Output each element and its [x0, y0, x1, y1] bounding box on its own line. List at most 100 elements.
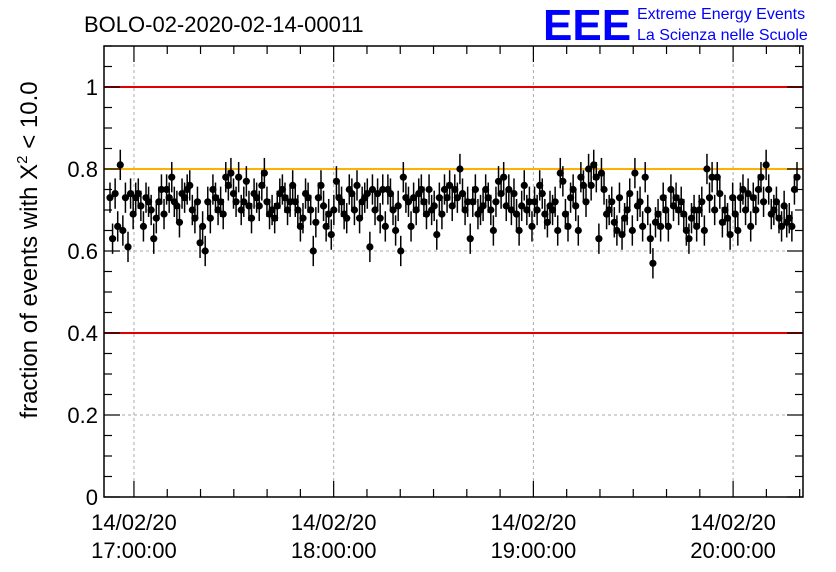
data-point: [639, 222, 647, 230]
data-point: [556, 169, 564, 177]
data-point: [754, 185, 763, 194]
data-point: [165, 194, 173, 202]
data-point: [723, 214, 732, 222]
data-point: [500, 173, 508, 181]
data-point: [314, 194, 323, 202]
data-point: [286, 198, 294, 206]
data-point: [296, 222, 305, 230]
data-point: [631, 169, 639, 177]
data-point: [657, 222, 665, 230]
data-point: [659, 194, 667, 202]
data-point: [597, 169, 606, 177]
data-point: [235, 173, 243, 181]
data-point: [263, 198, 271, 206]
data-point: [716, 190, 724, 198]
data-point: [698, 198, 706, 206]
data-point: [438, 210, 446, 218]
data-point: [554, 226, 562, 235]
data-point: [721, 206, 729, 214]
data-point: [464, 198, 472, 206]
data-point: [368, 185, 377, 194]
data-point: [675, 206, 683, 214]
data-point: [762, 161, 770, 169]
logo-line-1: Extreme Energy Events: [637, 6, 805, 23]
data-point: [417, 185, 425, 194]
x-tick-time-label: 18:00:00: [291, 538, 377, 563]
data-point: [564, 222, 572, 230]
data-point: [536, 181, 544, 189]
data-point: [777, 222, 786, 230]
data-point: [353, 181, 361, 189]
data-point: [510, 190, 518, 198]
data-point: [319, 202, 328, 210]
data-point: [373, 190, 382, 198]
data-point: [451, 185, 459, 194]
data-point: [626, 190, 634, 198]
data-point: [446, 181, 454, 189]
data-point: [386, 190, 395, 198]
data-point: [615, 194, 624, 202]
grid: [104, 46, 803, 498]
data-point: [366, 243, 374, 251]
data-point: [718, 218, 726, 226]
data-point: [456, 165, 464, 173]
data-point: [137, 202, 145, 210]
data-point: [793, 173, 801, 181]
y-axis-label-symbol: X: [16, 164, 43, 180]
data-point: [227, 169, 235, 177]
x-tick-date-label: 14/02/20: [91, 510, 177, 535]
y-axis-label-suffix: < 10.0: [16, 81, 43, 155]
data-point: [736, 194, 745, 202]
data-point: [193, 198, 202, 206]
data-point: [744, 190, 752, 198]
data-point: [693, 222, 701, 230]
data-point: [289, 181, 297, 189]
data-point: [713, 173, 721, 181]
data-point: [433, 231, 441, 239]
data-point: [399, 173, 407, 181]
data-point: [327, 231, 335, 239]
data-point: [217, 198, 225, 206]
data-point: [168, 173, 176, 181]
data-point: [121, 194, 130, 202]
data-point: [785, 214, 793, 222]
data-point: [515, 226, 523, 235]
data-point: [654, 210, 662, 218]
eee-logo: EEE Extreme Energy Events La Scienza nel…: [543, 1, 808, 50]
data-point: [134, 190, 142, 198]
data-point: [147, 206, 155, 214]
x-tick-date-label: 14/02/20: [491, 510, 577, 535]
data-point: [708, 173, 716, 181]
data-point: [350, 206, 359, 214]
y-tick-label: 0: [86, 485, 98, 510]
data-point: [533, 206, 541, 214]
data-point: [739, 185, 747, 194]
data-point: [703, 165, 711, 173]
data-point: [116, 161, 124, 169]
data-point: [247, 214, 256, 222]
data-point: [726, 231, 734, 239]
data-point: [731, 210, 739, 218]
data-point: [664, 222, 672, 230]
data-point: [181, 194, 189, 202]
data-point: [312, 218, 320, 226]
data-point: [770, 206, 778, 214]
data-point: [222, 173, 230, 181]
data-point: [700, 226, 708, 235]
data-point: [271, 214, 279, 222]
data-point: [608, 198, 616, 206]
plot-frame: [103, 45, 804, 498]
data-point: [600, 185, 608, 194]
y-tick-label: 1: [86, 75, 98, 100]
data-point: [551, 198, 559, 206]
y-axis-label-prefix: fraction of events with: [16, 180, 43, 419]
data-point: [245, 202, 253, 210]
data-point: [209, 185, 217, 194]
x-tick-time-label: 20:00:00: [690, 538, 776, 563]
data-point: [201, 247, 209, 255]
data-point: [482, 185, 490, 194]
data-point: [175, 218, 184, 226]
data-point: [355, 214, 364, 222]
data-point: [667, 185, 675, 194]
data-point: [680, 210, 688, 218]
